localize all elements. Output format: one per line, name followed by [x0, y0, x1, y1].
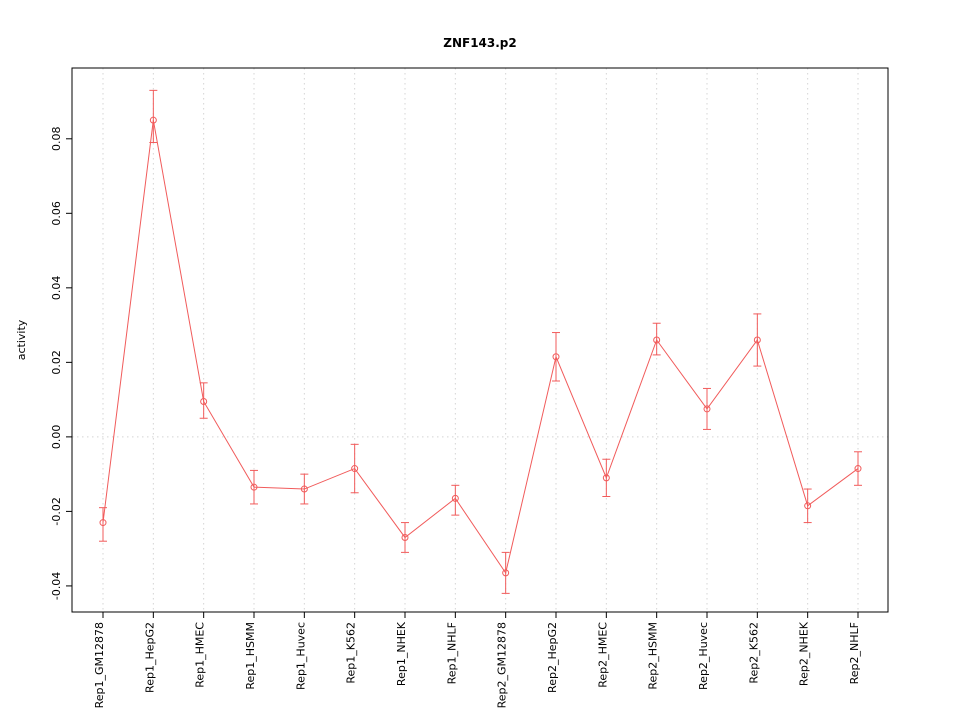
x-tick-label: Rep1_HSMM: [244, 622, 257, 690]
plot-border: [71, 67, 889, 613]
data-point: [703, 405, 711, 413]
data-point: [401, 533, 409, 541]
data-point: [300, 485, 308, 493]
series-line: [102, 120, 859, 575]
data-point: [602, 474, 610, 482]
y-tick-label: -0.04: [50, 572, 63, 600]
data-point: [250, 483, 258, 491]
x-tick-label: Rep2_GM12878: [496, 622, 509, 708]
y-tick-label: 0.04: [50, 276, 63, 301]
x-tick-label: Rep1_K562: [345, 622, 358, 684]
x-tick-label: Rep2_K562: [747, 622, 760, 684]
x-tick-label: Rep1_HMEC: [194, 622, 207, 688]
axes: -0.04 -0.02 0.00 0.02 0.04 0.06 0.08 Rep1_GM128…: [50, 67, 889, 708]
data-point: [653, 336, 661, 344]
y-tick-label: 0.00: [50, 425, 63, 450]
data-point: [804, 502, 812, 510]
y-tick-label: 0.06: [50, 201, 63, 226]
gridlines: [72, 68, 888, 612]
y-tick-label: 0.02: [50, 350, 63, 375]
chart-title: ZNF143.p2: [443, 36, 517, 50]
data-point: [149, 116, 157, 124]
data-point: [451, 494, 459, 502]
x-tick-label: Rep2_HSMM: [647, 622, 660, 690]
x-tick-label: Rep1_GM12878: [93, 622, 106, 708]
data-point: [502, 569, 510, 577]
x-tick-label: Rep1_Huvec: [294, 622, 307, 690]
x-tick-label: Rep2_Huvec: [697, 622, 710, 690]
x-tick-label: Rep1_HepG2: [143, 622, 156, 693]
data-point: [200, 397, 208, 405]
y-axis-label: activity: [15, 319, 28, 360]
x-tick-label: Rep1_NHLF: [445, 622, 458, 684]
y-tick-label: -0.02: [50, 497, 63, 525]
x-tick-label: Rep2_NHEK: [798, 621, 811, 686]
y-tick-label: 0.08: [50, 127, 63, 152]
x-tick-label: Rep2_NHLF: [848, 622, 861, 684]
data-point: [552, 353, 560, 361]
data-point: [854, 465, 862, 473]
data-point: [351, 465, 359, 473]
data-point: [753, 336, 761, 344]
data-series: [99, 89, 862, 594]
x-tick-label: Rep2_HMEC: [596, 622, 609, 688]
x-tick-label: Rep2_HepG2: [546, 622, 559, 693]
x-tick-label: Rep1_NHEK: [395, 621, 408, 686]
data-point: [99, 519, 107, 527]
